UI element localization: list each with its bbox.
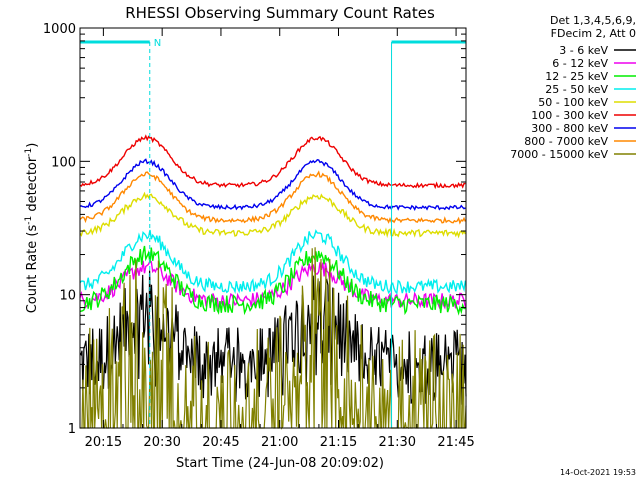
x-tick-label: 21:00: [261, 435, 298, 450]
y-tick-label: 1: [68, 422, 76, 437]
series-layer: [79, 134, 467, 430]
y-label-main: Count Rate (s: [25, 225, 40, 314]
y-tick-label: 100: [51, 155, 76, 170]
x-tick-label: 21:30: [379, 435, 416, 450]
series-line-7: [80, 158, 466, 211]
series-line-4: [79, 229, 467, 295]
legend-label: 3 - 6 keV: [559, 44, 608, 57]
y-axis: 1 10 100 1000: [43, 22, 466, 437]
legend-label: 100 - 300 keV: [531, 109, 608, 122]
plot-frame: [79, 27, 467, 429]
y-label-sup2: -1: [24, 148, 34, 157]
y-tick-label: 10: [59, 289, 76, 304]
legend-label: 6 - 12 keV: [552, 57, 608, 70]
legend-header-2: FDecim 2, Att 0: [551, 27, 636, 40]
legend-header-1: Det 1,3,4,5,6,9,: [550, 14, 636, 27]
x-tick-label: 20:15: [85, 435, 122, 450]
chart-title: RHESSI Observing Summary Count Rates: [125, 4, 435, 22]
legend-label: 12 - 25 keV: [545, 70, 608, 83]
x-axis-label: Start Time (24-Jun-08 20:09:02): [176, 456, 384, 471]
x-tick-label: 21:15: [320, 435, 357, 450]
series-line-5: [79, 191, 467, 239]
y-tick-label: 1000: [43, 22, 76, 37]
series-line-3: [79, 245, 466, 316]
legend-label: 800 - 7000 keV: [524, 135, 608, 148]
night-marker-label: N: [154, 38, 161, 49]
series-line-9: [80, 247, 467, 430]
series-line-2: [79, 259, 467, 310]
x-axis: 20:15 20:30 20:45 21:00 21:15 21:30 21:45: [85, 28, 475, 450]
series-line-8: [79, 170, 467, 225]
series-line-6: [79, 134, 466, 190]
y-label-sup1: -1: [24, 216, 34, 225]
footer-date: 14-Oct-2021 19:53: [560, 468, 636, 477]
x-tick-label: 20:45: [202, 435, 239, 450]
y-axis-label: Count Rate (s-1 detector-1): [24, 143, 40, 314]
legend-label: 300 - 800 keV: [531, 122, 608, 135]
x-tick-label: 20:30: [143, 435, 180, 450]
legend-label: 25 - 50 keV: [545, 83, 608, 96]
legend-label: 50 - 100 keV: [538, 96, 608, 109]
x-tick-label: 21:45: [437, 435, 474, 450]
y-label-end: ): [25, 143, 40, 148]
y-label-mid: detector: [25, 156, 40, 216]
legend-label: 7000 - 15000 keV: [510, 148, 608, 161]
